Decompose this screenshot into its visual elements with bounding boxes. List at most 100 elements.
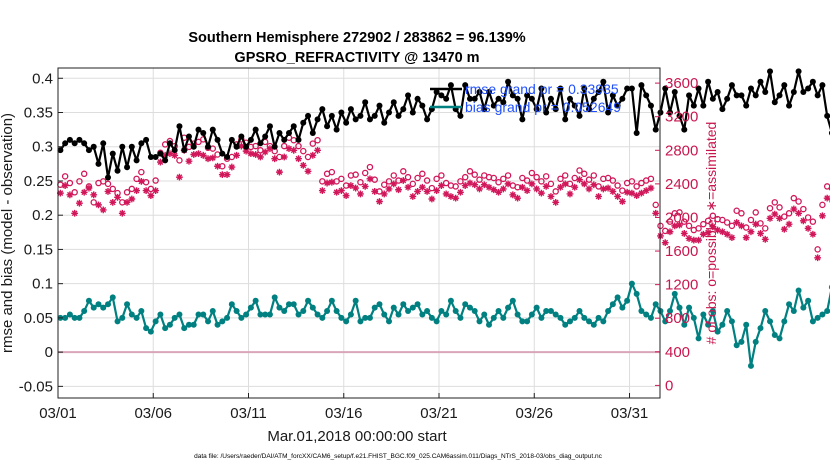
rmse-point xyxy=(566,95,573,102)
rmse-point xyxy=(571,102,578,109)
rmse-point xyxy=(705,78,712,85)
obs-possible-point xyxy=(704,217,712,225)
rmse-point xyxy=(157,150,164,157)
y-right-tick-label: 0 xyxy=(665,377,673,394)
obs-assimilated-point xyxy=(99,206,107,214)
rmse-point xyxy=(57,147,64,154)
rmse-point xyxy=(462,82,469,89)
obs-assimilated-point xyxy=(652,209,660,217)
obs-assimilated-point xyxy=(190,151,198,158)
obs-possible-point xyxy=(733,207,740,214)
bias-point xyxy=(762,308,769,315)
bias-point xyxy=(600,318,607,325)
rmse-point xyxy=(338,109,345,116)
bias-point xyxy=(738,338,745,345)
obs-possible-point xyxy=(400,168,407,175)
rmse-point xyxy=(586,106,593,113)
obs-assimilated-point xyxy=(618,198,626,205)
bias-point xyxy=(662,318,669,325)
obs-assimilated-point xyxy=(204,155,212,163)
obs-assimilated-point xyxy=(609,188,617,195)
rmse-point xyxy=(443,95,450,102)
rmse-point xyxy=(362,99,369,106)
bias-point xyxy=(571,314,578,321)
bias-point xyxy=(62,314,69,321)
bias-point xyxy=(638,308,645,315)
obs-assimilated-point xyxy=(104,188,112,195)
obs-possible-point xyxy=(542,173,550,180)
rmse-point xyxy=(76,136,83,143)
bias-point xyxy=(628,280,635,287)
bias-point xyxy=(671,290,678,297)
obs-assimilated-point xyxy=(437,182,445,189)
rmse-point xyxy=(95,160,102,167)
obs-assimilated-point xyxy=(333,188,341,196)
obs-assimilated-point xyxy=(490,186,498,194)
obs-assimilated-point xyxy=(695,236,702,244)
obs-assimilated-point xyxy=(314,146,321,154)
bias-point xyxy=(219,318,226,325)
legend-rmse-label: rmse grand pr = 0.33935 xyxy=(465,81,619,97)
rmse-point xyxy=(381,119,388,126)
obs-assimilated-point xyxy=(380,190,388,198)
obs-possible-point xyxy=(423,177,431,184)
bias-point xyxy=(486,321,493,328)
obs-possible-point xyxy=(433,175,440,183)
rmse-point xyxy=(252,126,259,133)
bias-point xyxy=(676,304,683,311)
obs-possible-point xyxy=(152,177,159,184)
obs-assimilated-point xyxy=(371,188,379,195)
data-file-footer: data file: /Users/raeder/DAI/ATM_forcXX/… xyxy=(194,453,603,460)
rmse-point xyxy=(514,95,521,102)
bias-point xyxy=(338,314,345,321)
obs-assimilated-point xyxy=(257,153,264,161)
obs-possible-point xyxy=(138,168,145,176)
obs-assimilated-point xyxy=(171,151,179,159)
obs-assimilated-point xyxy=(485,183,493,191)
obs-assimilated-point xyxy=(195,150,202,158)
bias-point xyxy=(481,311,488,318)
obs-assimilated-point xyxy=(366,175,374,183)
rmse-point xyxy=(171,147,178,154)
obs-assimilated-point xyxy=(323,179,331,187)
rmse-point xyxy=(538,85,545,92)
bias-point xyxy=(395,311,402,318)
obs-assimilated-point xyxy=(823,194,830,202)
rmse-point xyxy=(109,150,116,157)
obs-possible-point xyxy=(495,178,502,186)
bias-point xyxy=(528,311,535,318)
obs-assimilated-point xyxy=(347,182,355,189)
bias-point xyxy=(462,301,469,308)
obs-possible-point xyxy=(380,181,388,188)
bias-point xyxy=(771,332,778,339)
bias-point xyxy=(514,311,521,318)
obs-possible-point xyxy=(461,173,469,181)
rmse-point xyxy=(728,82,735,89)
bias-point xyxy=(233,308,240,315)
obs-possible-point xyxy=(828,185,830,191)
bias-point xyxy=(85,297,92,304)
x-tick-label: 03/11 xyxy=(230,405,266,422)
bias-point xyxy=(300,308,307,315)
bias-point xyxy=(205,318,212,325)
rmse-point xyxy=(219,150,226,157)
rmse-point xyxy=(466,95,473,102)
obs-possible-point xyxy=(728,222,736,230)
rmse-point xyxy=(533,106,540,113)
bias-point xyxy=(795,287,802,294)
bias-point xyxy=(709,308,716,315)
bias-point xyxy=(143,325,150,332)
obs-assimilated-point xyxy=(580,180,588,188)
legend-bias-label: bias grand pr = 0.052649 xyxy=(465,99,621,115)
obs-assimilated-point xyxy=(76,199,83,207)
bias-point xyxy=(147,328,154,335)
rmse-point xyxy=(224,154,231,161)
bias-point xyxy=(314,311,321,318)
obs-possible-point xyxy=(357,178,364,186)
rmse-point xyxy=(509,92,516,99)
rmse-point xyxy=(614,102,621,109)
obs-assimilated-point xyxy=(718,228,726,236)
obs-assimilated-point xyxy=(471,181,479,189)
x-tick-label: 03/01 xyxy=(39,405,77,422)
obs-possible-point xyxy=(452,183,459,190)
